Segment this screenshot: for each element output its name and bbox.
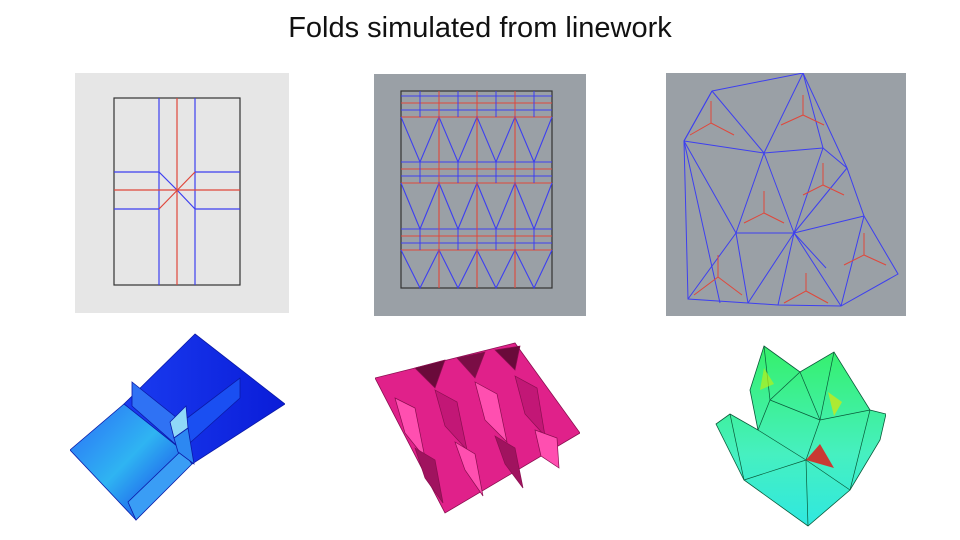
- simulated-fold-green: [710, 340, 886, 528]
- crease-pattern-cross: [75, 73, 289, 313]
- simulated-fold-pink: [375, 338, 580, 518]
- simulated-fold-blue: [70, 332, 285, 524]
- crease-pattern-zigzag: [374, 74, 586, 316]
- crease-pattern-triangulated: [666, 73, 906, 316]
- slide-title: Folds simulated from linework: [288, 12, 672, 44]
